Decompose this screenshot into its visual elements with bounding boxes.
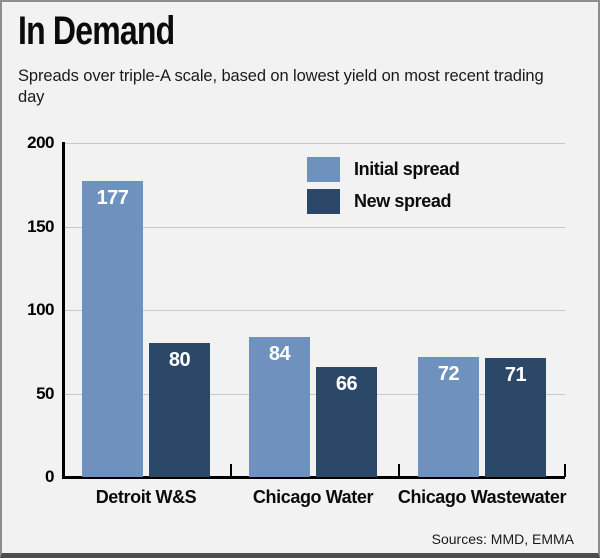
grid-line <box>62 143 565 144</box>
x-axis-line <box>62 476 565 479</box>
chart-subtitle: Spreads over triple-A scale, based on lo… <box>18 67 544 106</box>
bar <box>249 336 310 477</box>
y-tick-label: 0 <box>45 467 54 486</box>
grid-line <box>62 310 565 311</box>
x-axis-tick <box>230 464 232 477</box>
bar-value-label: 72 <box>437 362 460 385</box>
bar <box>418 356 479 477</box>
legend-label: New spread <box>354 191 452 211</box>
bar-value-label: 84 <box>268 342 291 365</box>
y-tick-label: 200 <box>27 133 54 152</box>
bar <box>82 181 143 477</box>
bar-value-label: 80 <box>168 349 191 372</box>
bar <box>316 366 377 477</box>
legend-swatch <box>307 189 340 214</box>
bar-value-label: 66 <box>335 372 358 395</box>
sources-note: Sources: MMD, EMMA <box>431 531 574 547</box>
legend-label: Initial spread <box>354 159 460 179</box>
chart-title: In Demand <box>18 9 175 53</box>
x-category-label: Detroit W&S <box>95 487 197 507</box>
bar-value-label: 177 <box>96 187 129 210</box>
grid-line <box>62 393 565 395</box>
y-tick-label: 150 <box>27 216 54 236</box>
y-axis-line <box>62 142 65 479</box>
x-axis-tick <box>398 464 400 477</box>
x-category-label: Chicago Water <box>252 487 374 507</box>
bar-value-label: 71 <box>504 364 527 387</box>
grid-line <box>62 226 565 228</box>
plot-area: 177 80 84 66 72 71 <box>62 142 566 479</box>
x-axis-tick <box>564 464 566 477</box>
y-tick-label: 100 <box>27 300 54 319</box>
x-category-label: Chicago Wastewater <box>397 487 567 507</box>
y-tick-label: 50 <box>36 383 54 403</box>
bar <box>485 358 546 477</box>
legend-swatch <box>307 157 340 182</box>
bar <box>149 343 210 477</box>
